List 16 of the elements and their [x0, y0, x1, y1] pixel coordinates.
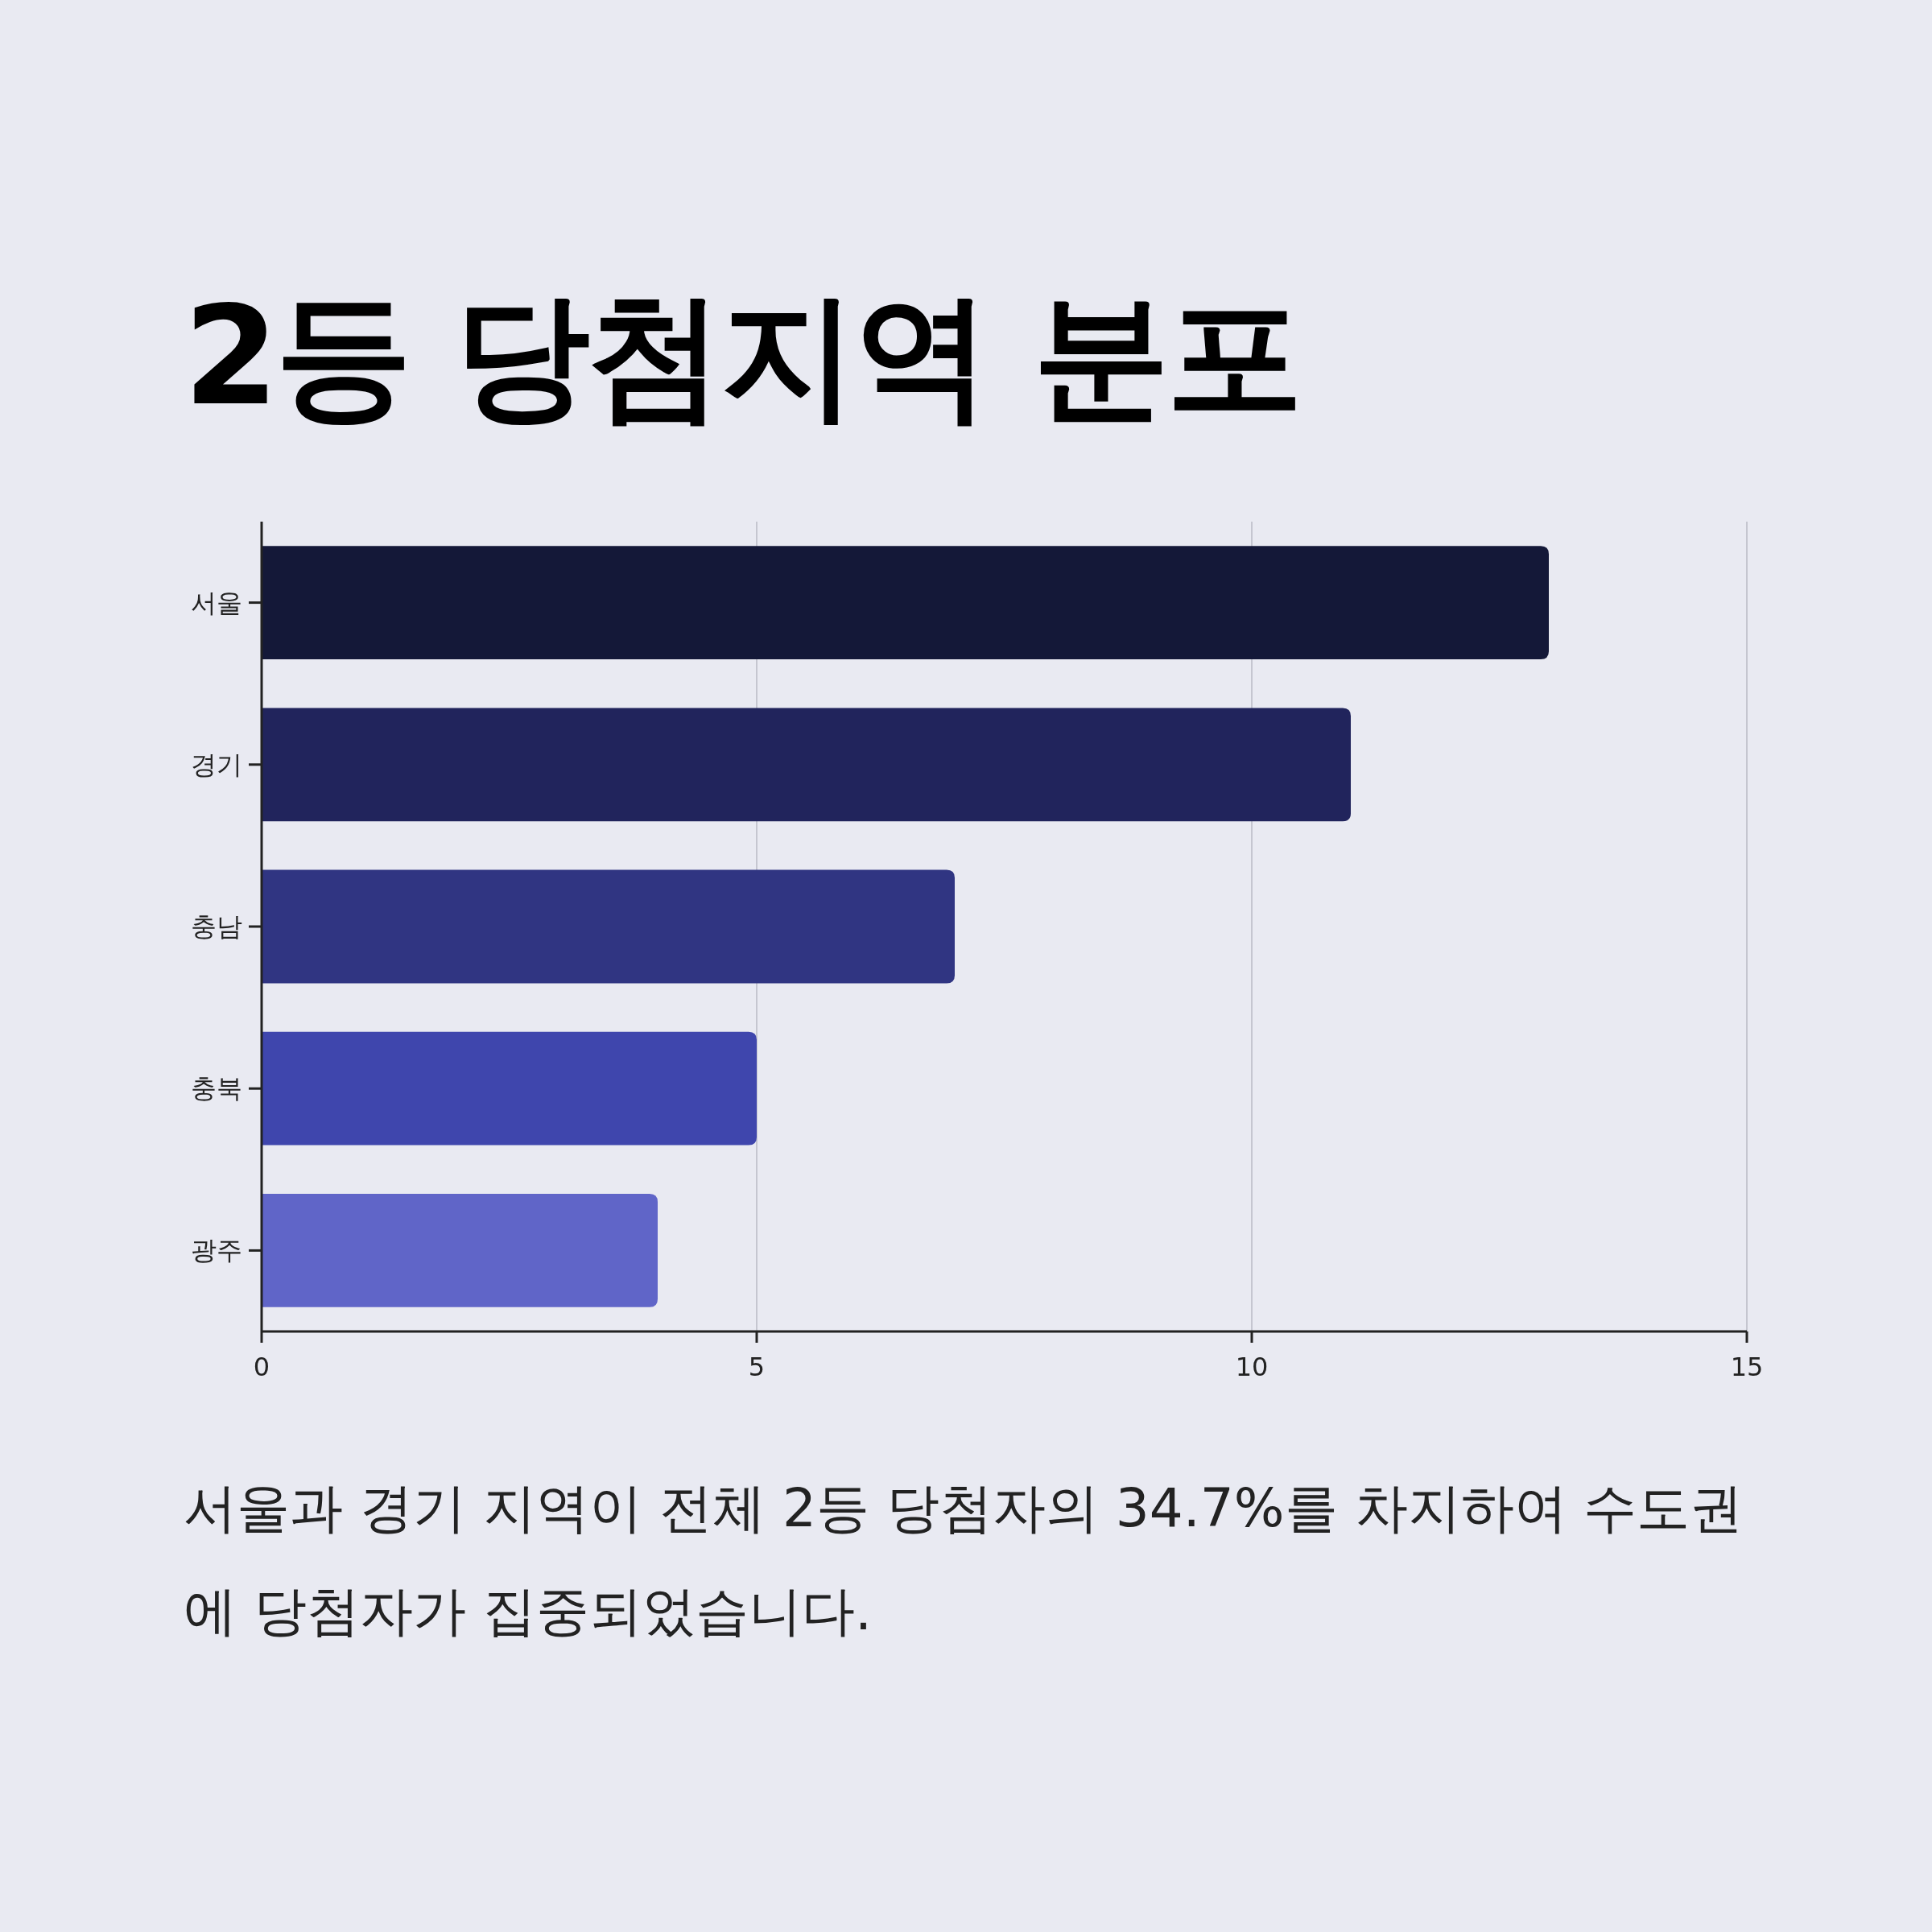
bar [262, 1193, 658, 1307]
y-tick-label: 서울 [191, 587, 242, 618]
bar [262, 869, 955, 984]
chart-title: 2등 당첨지역 분포 [184, 275, 1300, 437]
y-tick-label: 경기 [191, 749, 242, 780]
y-tick-label: 충남 [191, 911, 242, 942]
bar [262, 1031, 757, 1146]
x-tick-label: 10 [1235, 1352, 1269, 1382]
text: 서울과 경기 지역이 전체 2등 당첨자의 34.7%를 차지하여 수도권에 당첨자가 집중되었습니다. [184, 1476, 1744, 1644]
bar [262, 546, 1549, 660]
y-tick-label: 충북 [191, 1073, 242, 1104]
x-tick-label: 0 [253, 1352, 270, 1382]
y-tick-label: 광주 [191, 1235, 242, 1266]
x-tick-label: 5 [748, 1352, 766, 1382]
bar [262, 708, 1351, 822]
x-tick-label: 15 [1730, 1352, 1764, 1382]
